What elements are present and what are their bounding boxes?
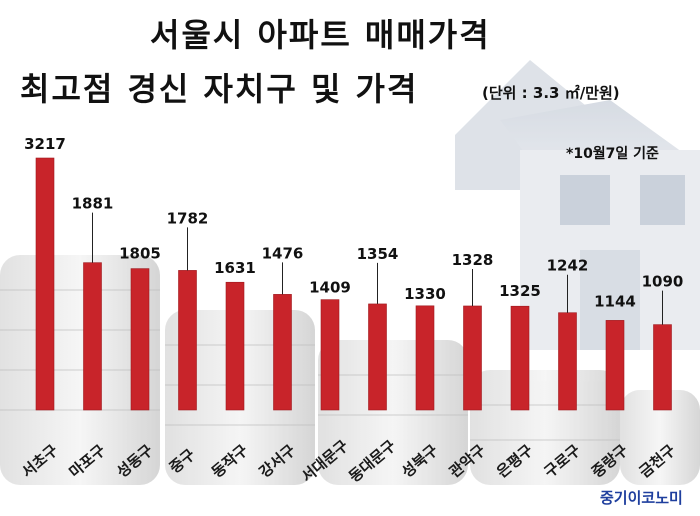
value-label: 1325 xyxy=(499,282,541,300)
bar-강서구 xyxy=(273,294,292,411)
value-label: 1881 xyxy=(72,195,114,213)
bar-금천구 xyxy=(653,324,672,411)
value-label: 1354 xyxy=(357,245,399,263)
bar-구로구 xyxy=(558,312,577,411)
value-label: 1409 xyxy=(309,279,351,297)
chart-title-line1: 서울시 아파트 매매가격 xyxy=(150,16,491,54)
bar-마포구 xyxy=(83,262,102,411)
bar-동작구 xyxy=(225,281,245,411)
category-label: 구로구 xyxy=(541,441,584,482)
chart-title-line2: 최고점 경신 자치구 및 가격 xyxy=(20,70,419,108)
category-label: 동대문구 xyxy=(345,436,399,485)
category-label: 금천구 xyxy=(636,441,679,482)
bar-은평구 xyxy=(510,305,530,411)
house-illustration xyxy=(455,60,700,350)
category-label: 중랑구 xyxy=(588,441,631,482)
category-label: 서대문구 xyxy=(298,436,352,485)
brand-logo-text: 중기이코노미 xyxy=(600,489,683,507)
category-label: 강서구 xyxy=(256,441,299,482)
value-label: 1144 xyxy=(594,292,636,310)
value-label: 1782 xyxy=(167,209,209,227)
value-label: 1476 xyxy=(262,244,304,262)
category-label: 동작구 xyxy=(208,441,251,482)
bar-동대문구 xyxy=(368,303,387,411)
value-label: 1090 xyxy=(642,273,684,291)
value-label: 3217 xyxy=(24,135,66,153)
category-label: 관악구 xyxy=(446,441,489,482)
category-label: 성북구 xyxy=(398,441,441,482)
bar-서초구 xyxy=(35,157,55,411)
value-label: 1805 xyxy=(119,245,161,263)
bar-중구 xyxy=(178,270,197,411)
unit-note: (단위 : 3.3 ㎡/만원) xyxy=(482,84,620,102)
bar-중랑구 xyxy=(605,320,625,411)
bar-성동구 xyxy=(130,268,150,411)
value-label: 1328 xyxy=(452,251,494,269)
bar-서대문구 xyxy=(320,299,340,411)
category-label: 서초구 xyxy=(18,441,61,482)
category-label: 은평구 xyxy=(493,441,536,482)
basis-date-note: *10월7일 기준 xyxy=(566,146,659,162)
category-label: 중구 xyxy=(166,445,199,477)
value-label: 1330 xyxy=(404,285,446,303)
category-label: 성동구 xyxy=(113,441,156,482)
value-label: 1631 xyxy=(214,259,256,277)
bar-관악구 xyxy=(463,305,482,411)
value-label: 1242 xyxy=(547,257,589,275)
bar-성북구 xyxy=(415,305,435,411)
category-label: 마포구 xyxy=(66,441,109,482)
